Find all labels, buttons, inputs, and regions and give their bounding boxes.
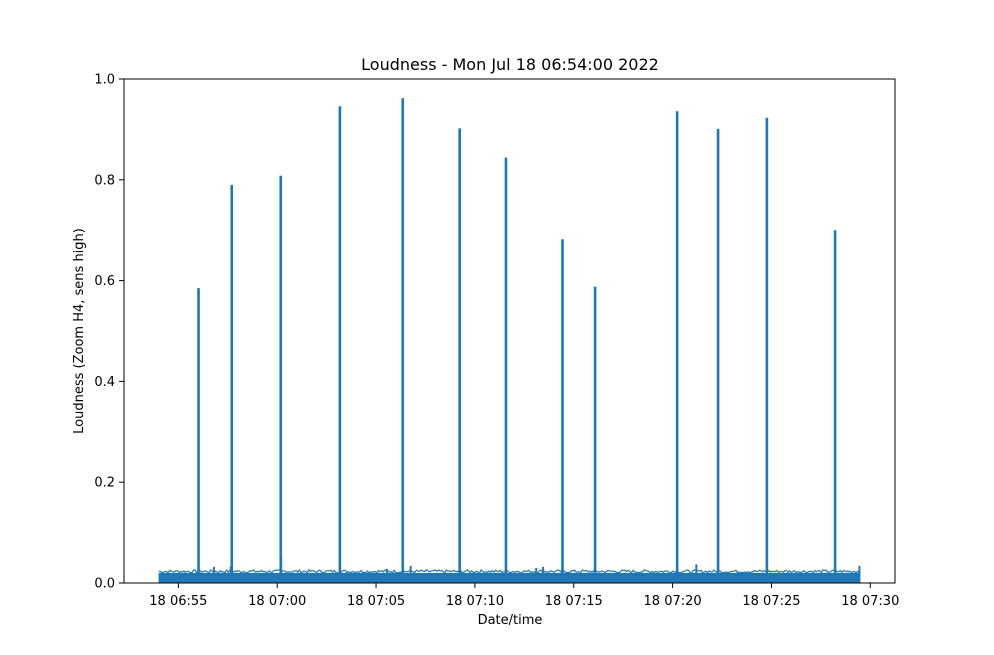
baseline-noise-band: [158, 572, 861, 583]
baseline-noise-edge: [158, 568, 860, 574]
x-tick-label: 18 07:25: [742, 594, 800, 609]
y-tick-label: 0.0: [94, 577, 115, 592]
axes-frame: [123, 78, 896, 584]
x-tick-label: 18 07:00: [248, 594, 306, 609]
y-tick-label: 0.8: [94, 173, 115, 188]
y-tick-label: 0.2: [94, 476, 115, 491]
x-tick-label: 18 07:15: [545, 594, 603, 609]
plot-area: [158, 98, 861, 583]
y-tick-label: 0.6: [94, 274, 115, 289]
x-tick-label: 18 06:55: [149, 594, 207, 609]
x-axis-label: Date/time: [478, 613, 543, 628]
chart-title: Loudness - Mon Jul 18 06:54:00 2022: [361, 55, 659, 74]
x-tick-label: 18 07:05: [347, 594, 405, 609]
y-tick-label: 0.4: [94, 375, 115, 390]
x-tick-label: 18 07:10: [446, 594, 504, 609]
axes: 18 06:55 18 07:00 18 07:05 18 07:10 18 07:15…: [94, 73, 899, 610]
x-tick-label: 18 07:20: [644, 594, 702, 609]
y-axis-label: Loudness (Zoom H4, sens high): [72, 228, 87, 434]
x-tick-label: 18 07:30: [841, 594, 899, 609]
y-tick-label: 1.0: [94, 73, 115, 88]
